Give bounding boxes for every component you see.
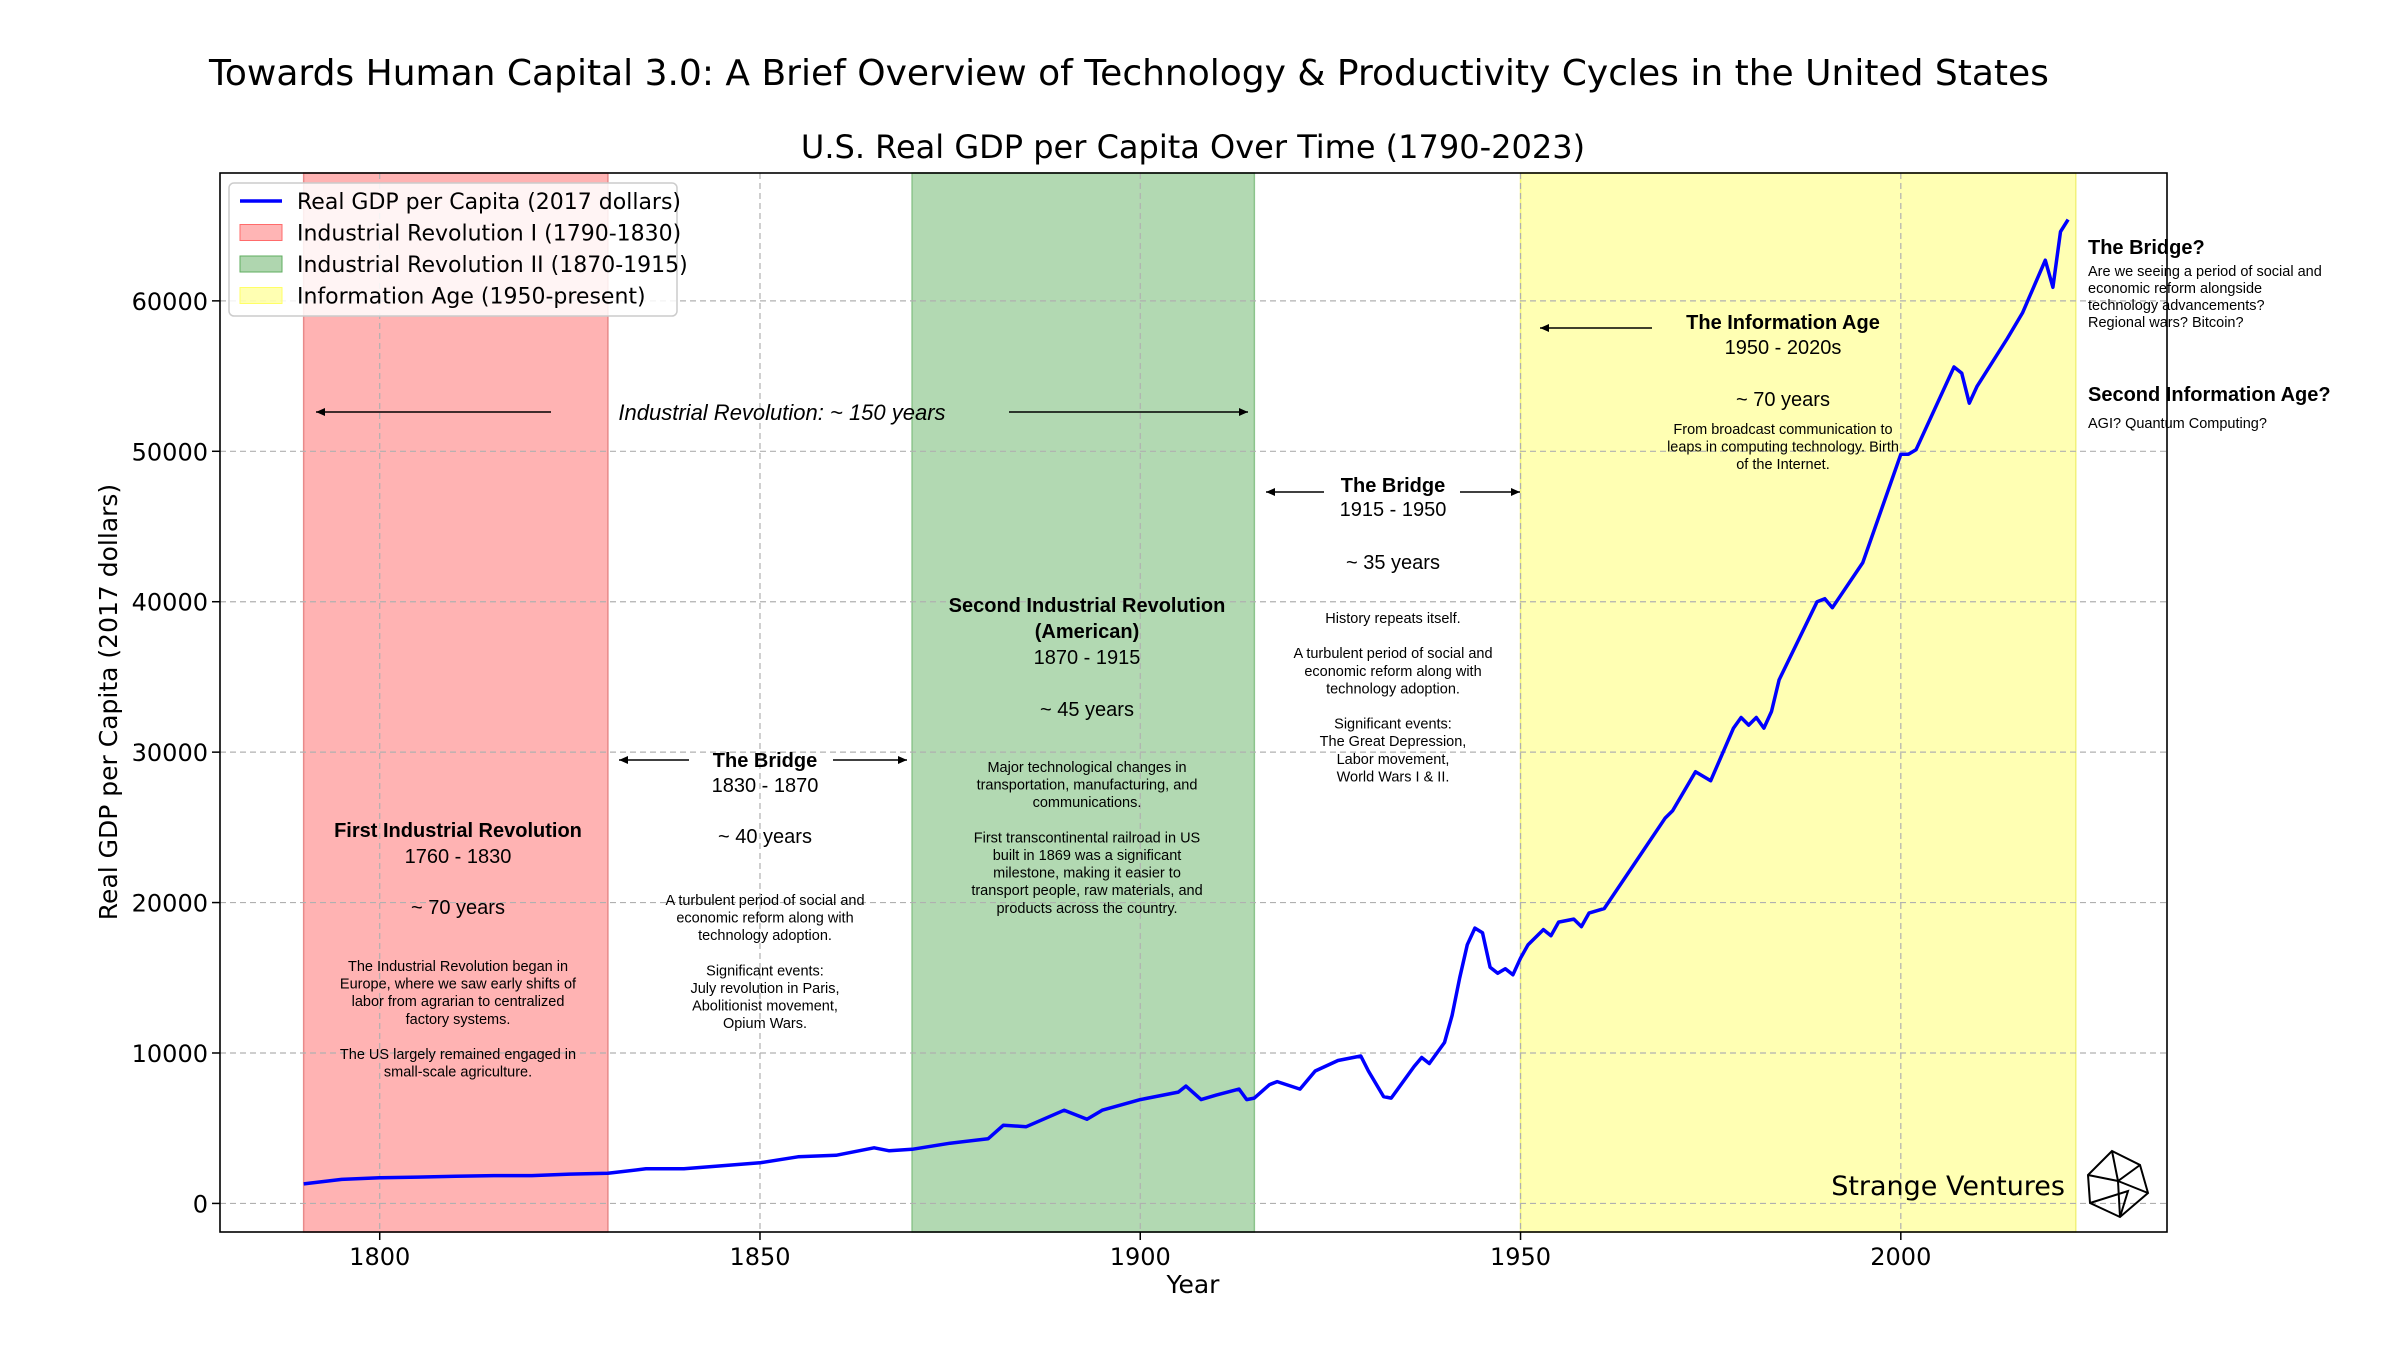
- second_ir-title-2: (American): [1035, 621, 1139, 643]
- bridge_1-text-line: technology adoption.: [698, 928, 832, 944]
- y-axis-label: Real GDP per Capita (2017 dollars): [94, 484, 123, 920]
- legend-swatch-span: [239, 287, 283, 304]
- first_ir-text-line: labor from agrarian to centralized: [352, 994, 565, 1010]
- bridge_1-title: The Bridge: [713, 750, 817, 772]
- second_ir-text-line: First transcontinental railroad in US: [974, 830, 1200, 846]
- legend-swatch-span: [239, 224, 283, 241]
- bridge_1-text-line: Significant events:: [706, 963, 824, 979]
- bridge_1-text-line: A turbulent period of social and: [665, 893, 864, 909]
- y-tick-label: 30000: [132, 739, 208, 767]
- bridge_1-text-line: Opium Wars.: [723, 1016, 807, 1032]
- bridge_2-text-line: Significant events:: [1334, 717, 1452, 733]
- info_age-duration: ~ 70 years: [1736, 389, 1830, 411]
- bridge_2-text-line: Labor movement,: [1337, 752, 1450, 768]
- y-tick-label: 60000: [132, 288, 208, 316]
- bridge_1-duration: ~ 40 years: [718, 826, 812, 848]
- second_info_age-text-line: AGI? Quantum Computing?: [2088, 416, 2267, 432]
- second_info_age-title: Second Information Age?: [2088, 384, 2331, 406]
- second_ir-text-line: milestone, making it easier to: [993, 866, 1181, 882]
- y-tick-label: 20000: [132, 890, 208, 918]
- strange-ventures-branding: Strange Ventures: [1831, 1149, 2150, 1219]
- x-tick-label: 2000: [1870, 1243, 1931, 1271]
- arrowhead-icon: [1540, 324, 1549, 332]
- bridge_1-text-line: economic reform along with: [676, 911, 853, 927]
- first_ir-text-line: Europe, where we saw early shifts of: [340, 977, 577, 993]
- legend-label: Industrial Revolution I (1790-1830): [297, 222, 681, 247]
- info_age-text-line: of the Internet.: [1736, 457, 1830, 473]
- arrowhead-icon: [619, 756, 628, 764]
- brand-name: Strange Ventures: [1831, 1171, 2065, 1202]
- y-tick-label: 10000: [132, 1040, 208, 1068]
- arrowhead-icon: [898, 756, 907, 764]
- chart-title: U.S. Real GDP per Capita Over Time (1790…: [801, 128, 1585, 166]
- era-span-0: [302, 172, 609, 1233]
- second_ir-text-line: communications.: [1033, 795, 1142, 811]
- info_age-text-line: leaps in computing technology. Birth: [1667, 440, 1899, 456]
- info_age-title: The Information Age: [1686, 312, 1880, 334]
- x-tick-label: 1950: [1490, 1243, 1551, 1271]
- first_ir-text-line: small-scale agriculture.: [384, 1065, 532, 1081]
- arrowhead-icon: [1266, 488, 1275, 496]
- era-span-1: [911, 172, 1256, 1233]
- legend-label: Information Age (1950-present): [297, 285, 646, 310]
- legend-swatch-span: [239, 255, 283, 273]
- bridge_2-years: 1915 - 1950: [1340, 499, 1447, 521]
- bridge_2-text-line: The Great Depression,: [1320, 734, 1467, 750]
- y-tick-label: 40000: [132, 589, 208, 617]
- bridge_future-title: The Bridge?: [2088, 237, 2205, 259]
- second_ir-text-line: transport people, raw materials, and: [971, 883, 1202, 899]
- legend-label: Real GDP per Capita (2017 dollars): [297, 190, 681, 215]
- arrowhead-icon: [316, 408, 325, 416]
- y-tick-label: 50000: [132, 438, 208, 466]
- second_ir-title: Second Industrial Revolution: [949, 595, 1226, 617]
- arrowhead-icon: [1239, 408, 1248, 416]
- bridge_future-text-line: economic reform alongside: [2088, 281, 2262, 297]
- legend: Real GDP per Capita (2017 dollars) Indust…: [228, 182, 688, 317]
- brand-logo-icon: [2086, 1149, 2150, 1219]
- bridge_2-text-line: World Wars I & II.: [1337, 769, 1450, 785]
- x-axis-label: Year: [1166, 1270, 1221, 1299]
- first_ir-years: 1760 - 1830: [405, 846, 512, 868]
- second_ir-text-line: built in 1869 was a significant: [993, 848, 1182, 864]
- bridge_future-text-line: technology advancements?: [2088, 298, 2265, 314]
- x-tick-label: 1850: [729, 1243, 790, 1271]
- y-tick-label: 0: [193, 1190, 208, 1218]
- legend-label: Industrial Revolution II (1870-1915): [297, 253, 688, 278]
- second_ir-text-line: products across the country.: [996, 901, 1177, 917]
- bridge_2-duration: ~ 35 years: [1346, 552, 1440, 574]
- bridge_future-text-line: Are we seeing a period of social and: [2088, 264, 2322, 280]
- info_age-text-line: From broadcast communication to: [1673, 422, 1892, 438]
- bridge_2-title: The Bridge: [1341, 475, 1445, 497]
- x-tick-label: 1800: [349, 1243, 410, 1271]
- main-title: Towards Human Capital 3.0: A Brief Overv…: [208, 53, 2049, 94]
- second_ir-years: 1870 - 1915: [1034, 647, 1141, 669]
- info_age-years: 1950 - 2020s: [1725, 337, 1842, 359]
- first_ir-text-line: The US largely remained engaged in: [340, 1047, 576, 1063]
- industrial-revolution-span-label: Industrial Revolution: ~ 150 years: [618, 400, 945, 425]
- plot-frame: [219, 172, 2168, 1233]
- bridge_2-text-line: History repeats itself.: [1325, 611, 1460, 627]
- first_ir-text-line: factory systems.: [406, 1012, 511, 1028]
- bridge_1-text-line: Abolitionist movement,: [692, 999, 838, 1015]
- first_ir-duration: ~ 70 years: [411, 897, 505, 919]
- second_ir-text-line: Major technological changes in: [987, 760, 1186, 776]
- bridge_1-years: 1830 - 1870: [712, 775, 819, 797]
- bridge_1-text-line: July revolution in Paris,: [690, 981, 839, 997]
- gdp-series-line: [303, 218, 2070, 1186]
- first_ir-text-line: The Industrial Revolution began in: [348, 959, 568, 975]
- arrowhead-icon: [1511, 488, 1520, 496]
- bridge_2-text-line: economic reform along with: [1304, 664, 1481, 680]
- second_ir-text-line: transportation, manufacturing, and: [977, 778, 1198, 794]
- bridge_2-text-line: technology adoption.: [1326, 681, 1460, 697]
- first_ir-title: First Industrial Revolution: [334, 820, 582, 842]
- second_ir-duration: ~ 45 years: [1040, 699, 1134, 721]
- bridge_future-text-line: Regional wars? Bitcoin?: [2088, 315, 2244, 331]
- x-tick-label: 1900: [1110, 1243, 1171, 1271]
- bridge_2-text-line: A turbulent period of social and: [1293, 646, 1492, 662]
